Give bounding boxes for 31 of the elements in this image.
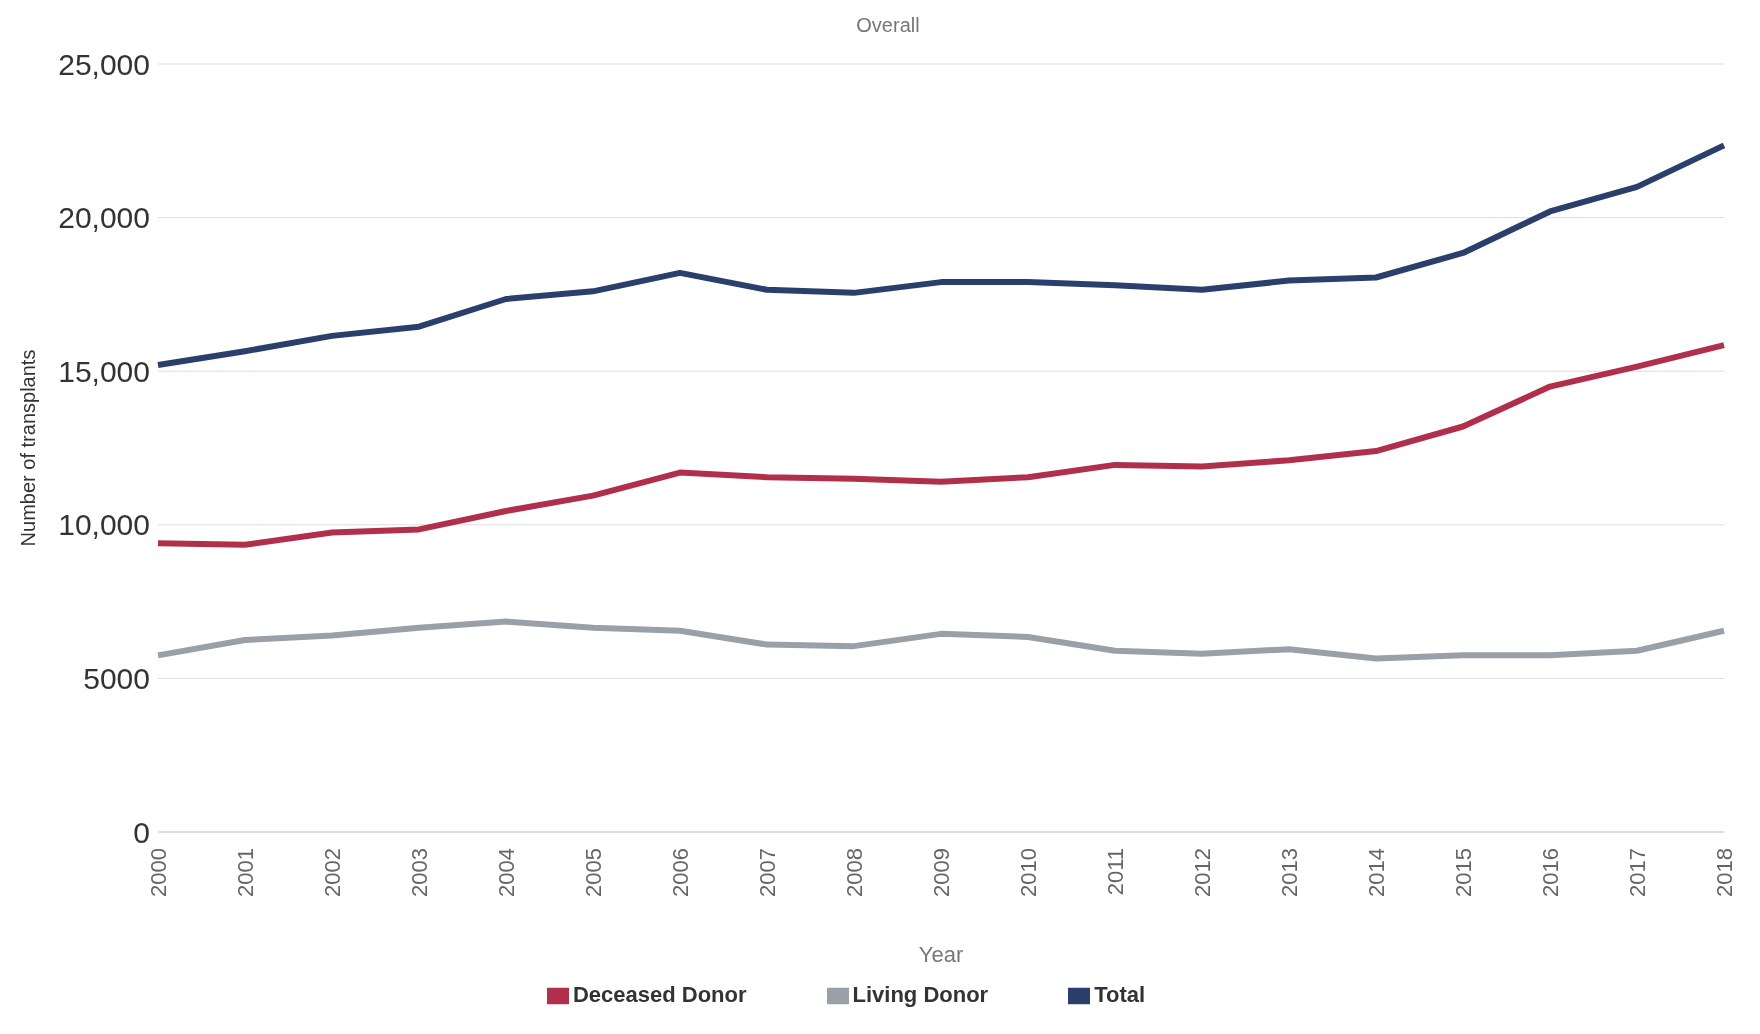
legend-label: Deceased Donor: [572, 982, 747, 1007]
legend-label: Total: [1094, 982, 1146, 1007]
y-axis-title: Number of transplants: [17, 349, 40, 547]
chart-title: Overall: [855, 14, 921, 37]
x-tick-label: 2015: [1450, 848, 1476, 897]
x-tick-label: 2004: [493, 848, 519, 897]
x-tick-label: 2016: [1537, 848, 1563, 897]
y-tick-label: 15,000: [58, 354, 150, 388]
x-tick-label: 2000: [145, 848, 171, 897]
x-tick-label: 2003: [406, 848, 432, 897]
x-tick-label: 2009: [928, 848, 954, 897]
y-tick-label: 25,000: [58, 47, 150, 81]
x-tick-label: 2010: [1015, 848, 1041, 897]
y-tick-label: 10,000: [58, 508, 150, 542]
x-tick-label: 2017: [1624, 848, 1650, 897]
x-tick-label: 2007: [754, 848, 780, 897]
x-axis-title: Year: [918, 942, 964, 967]
y-tick-label: 20,000: [58, 201, 150, 235]
x-tick-label: 2006: [667, 848, 693, 897]
x-tick-label: 2001: [232, 848, 258, 897]
x-tick-label: 2012: [1189, 848, 1215, 897]
x-tick-label: 2011: [1102, 848, 1128, 896]
x-tick-label: 2005: [580, 848, 606, 897]
x-tick-label: 2002: [319, 848, 345, 897]
legend-label: Living Donor: [852, 982, 989, 1007]
x-tick-label: 2018: [1711, 848, 1737, 897]
x-tick-label: 2013: [1276, 848, 1302, 897]
y-tick-label: 0: [133, 815, 150, 849]
x-tick-label: 2008: [841, 848, 867, 897]
y-tick-label: 5000: [83, 662, 150, 696]
x-tick-label: 2014: [1363, 848, 1389, 897]
